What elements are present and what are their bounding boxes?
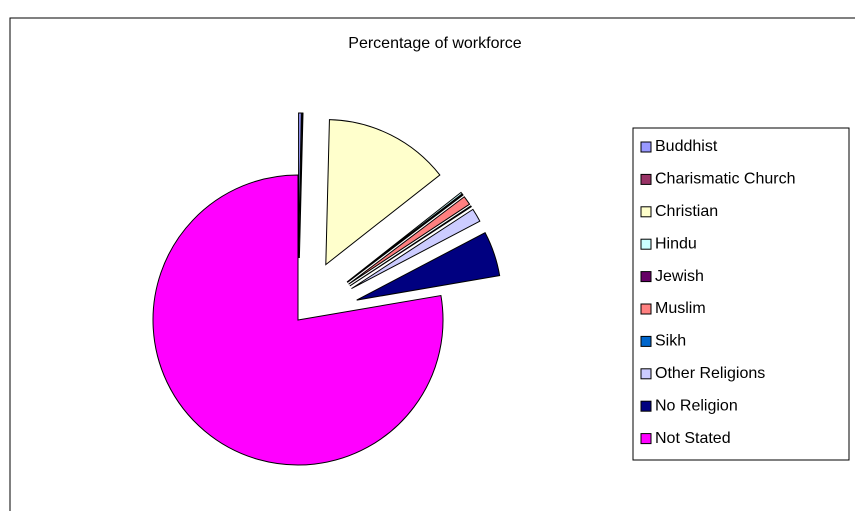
legend-swatch xyxy=(640,400,652,412)
legend-swatch xyxy=(640,173,652,185)
pie-slice xyxy=(346,191,463,283)
pie-slice xyxy=(298,112,302,259)
pie-slice xyxy=(298,112,304,259)
legend-label: Other Religions xyxy=(655,365,765,382)
legend-swatch xyxy=(640,271,652,283)
pie-slice xyxy=(349,205,472,287)
legend-label: No Religion xyxy=(655,397,738,414)
legend-swatch xyxy=(640,206,652,218)
pie-slice xyxy=(325,119,441,266)
pie-slice xyxy=(356,231,501,301)
pie-slice xyxy=(347,193,464,283)
legend-label: Muslim xyxy=(655,300,706,317)
pie-slice xyxy=(351,208,481,290)
legend-label: Sikh xyxy=(655,333,686,350)
legend-label: Hindu xyxy=(655,235,697,252)
legend-label: Not Stated xyxy=(655,430,731,447)
legend-label: Christian xyxy=(655,203,718,220)
pie-slice xyxy=(348,196,471,285)
legend-label: Buddhist xyxy=(655,138,718,155)
legend-swatch xyxy=(640,368,652,380)
legend-swatch xyxy=(640,141,652,153)
chart-title: Percentage of workforce xyxy=(348,35,522,52)
legend-swatch xyxy=(640,433,652,445)
legend-swatch xyxy=(640,303,652,315)
legend-swatch xyxy=(640,238,652,250)
legend-label: Charismatic Church xyxy=(655,171,795,188)
legend-box xyxy=(632,127,850,461)
pie-slice xyxy=(152,174,444,466)
legend-swatch xyxy=(640,335,652,347)
legend-label: Jewish xyxy=(655,268,704,285)
